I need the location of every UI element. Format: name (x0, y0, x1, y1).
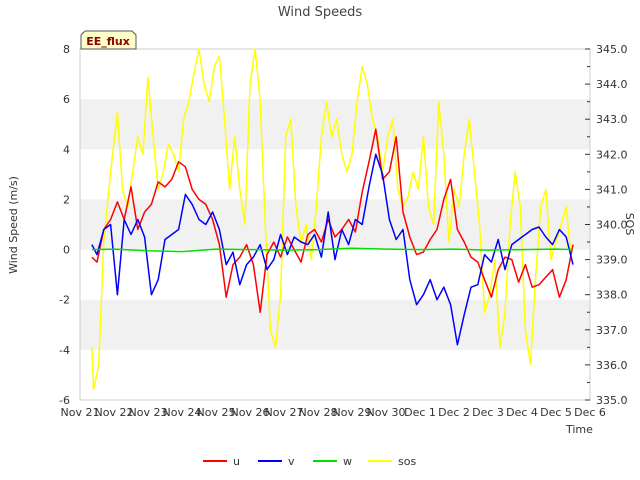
y2-tick-label: 343.0 (596, 113, 628, 126)
y2-tick-label: 337.0 (596, 324, 628, 337)
grid-band (80, 199, 590, 250)
y-tick-label: 6 (63, 93, 70, 106)
series-line-sos (91, 48, 573, 391)
badge-label: EE_flux (86, 35, 130, 48)
x-tick-label: Nov 23 (129, 406, 168, 419)
x-tick-label: Dec 3 (472, 406, 504, 419)
grid-bands (80, 99, 590, 350)
y-tick-label: 2 (63, 193, 70, 206)
y2-tick-label: 345.0 (596, 43, 628, 56)
y2-tick-label: 341.0 (596, 183, 628, 196)
y2-tick-label: 339.0 (596, 254, 628, 267)
x-tick-label: Dec 5 (540, 406, 572, 419)
legend-label-sos: sos (398, 455, 416, 468)
x-tick-label: Nov 27 (265, 406, 304, 419)
series-layer (91, 48, 574, 391)
axes: -6 -4 -2 0 2 4 6 8 335.0 336.0 337.0 338.0 339.0 340.… (59, 43, 627, 419)
x-tick-label: Nov 24 (163, 406, 202, 419)
y-tick-label: 0 (63, 244, 70, 257)
x-tick-label: Dec 1 (404, 406, 436, 419)
series-line-w (91, 247, 574, 253)
y-axis-label: Wind Speed (m/s) (7, 176, 20, 274)
y2-tick-label: 335.0 (596, 394, 628, 407)
y2-tick-label: 340.0 (596, 219, 628, 232)
y2-axis-label: SOS (623, 213, 636, 236)
y2-tick-label: 338.0 (596, 289, 628, 302)
legend: u v w sos (203, 455, 416, 468)
legend-label-u: u (233, 455, 240, 468)
series-line-u (91, 128, 574, 314)
chart-title: Wind Speeds (278, 5, 363, 20)
x-tick-label: Nov 30 (367, 406, 406, 419)
y2-tick-label: 344.0 (596, 78, 628, 91)
grid-band (80, 299, 590, 350)
x-tick-label: Nov 29 (333, 406, 372, 419)
series-line-v (91, 153, 574, 346)
y-tick-label: 4 (63, 143, 70, 156)
station-badge: EE_flux (80, 30, 137, 50)
x-tick-label: Nov 22 (95, 406, 134, 419)
x-tick-label: Dec 2 (438, 406, 470, 419)
y-tick-label: -6 (59, 394, 70, 407)
x-tick-label: Dec 4 (506, 406, 538, 419)
y-tick-label: -4 (59, 344, 70, 357)
y2-tick-label: 336.0 (596, 359, 628, 372)
legend-label-v: v (288, 455, 295, 468)
x-tick-label: Nov 21 (61, 406, 100, 419)
badge-box (80, 30, 137, 50)
x-tick-label: Nov 28 (299, 406, 338, 419)
x-tick-label: Nov 26 (231, 406, 270, 419)
x-axis-label: Time (565, 423, 593, 436)
y2-tick-label: 342.0 (596, 148, 628, 161)
x-tick-label: Dec 6 (574, 406, 606, 419)
x-tick-label: Nov 25 (197, 406, 236, 419)
y-tick-label: 8 (63, 43, 70, 56)
legend-label-w: w (343, 455, 352, 468)
y-tick-label: -2 (59, 294, 70, 307)
